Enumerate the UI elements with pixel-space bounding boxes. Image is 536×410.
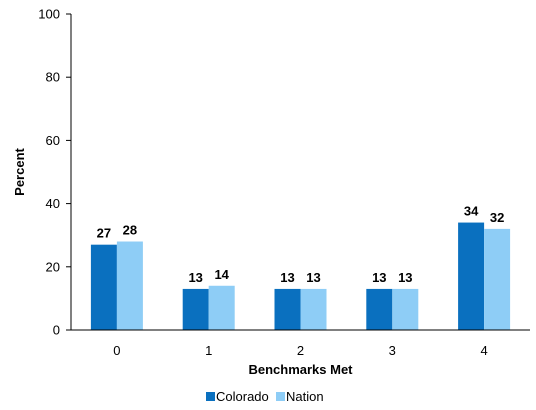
data-label-colorado-3: 13 [372, 270, 386, 285]
x-axis-ticks: 0 1 2 3 4 [113, 343, 487, 358]
bar-colorado-0 [90, 244, 117, 330]
x-tick-label-3: 3 [389, 343, 396, 358]
data-label-colorado-0: 27 [97, 226, 111, 241]
y-tick-label-20: 20 [46, 259, 60, 274]
data-label-nation-3: 13 [398, 270, 412, 285]
data-label-colorado-4: 34 [464, 204, 479, 219]
legend-label-colorado: Colorado [216, 389, 269, 404]
data-label-colorado-1: 13 [188, 270, 202, 285]
y-axis-ticks: 0 20 40 60 80 100 [38, 7, 71, 338]
x-tick-label-1: 1 [205, 343, 212, 358]
y-axis-title: Percent [12, 147, 27, 195]
bar-colorado-3 [366, 288, 393, 330]
y-tick-label-100: 100 [38, 7, 60, 22]
y-tick-label-40: 40 [46, 196, 60, 211]
y-tick-label-80: 80 [46, 70, 60, 85]
bar-colorado-1 [182, 288, 209, 330]
y-tick-label-0: 0 [53, 323, 60, 338]
bar-colorado-2 [274, 288, 301, 330]
x-axis-title: Benchmarks Met [248, 362, 353, 377]
bar-nation-3 [392, 288, 419, 330]
y-tick-label-60: 60 [46, 133, 60, 148]
data-label-nation-1: 14 [214, 267, 229, 282]
x-tick-label-4: 4 [480, 343, 487, 358]
legend-label-nation: Nation [286, 389, 324, 404]
data-label-colorado-2: 13 [280, 270, 294, 285]
bar-nation-4 [484, 228, 511, 330]
legend-swatch-colorado [206, 392, 215, 401]
bar-colorado-4 [458, 222, 485, 330]
data-label-nation-0: 28 [123, 223, 137, 238]
data-label-nation-4: 32 [490, 210, 504, 225]
bar-nation-1 [208, 285, 235, 330]
legend-swatch-nation [276, 392, 285, 401]
data-labels: 27 28 13 14 13 13 13 13 34 32 [97, 204, 505, 285]
bar-nation-0 [116, 241, 143, 330]
x-tick-label-0: 0 [113, 343, 120, 358]
x-tick-label-2: 2 [297, 343, 304, 358]
data-label-nation-2: 13 [306, 270, 320, 285]
bars [90, 222, 511, 330]
legend: Colorado Nation [206, 389, 324, 404]
bar-nation-2 [300, 288, 327, 330]
